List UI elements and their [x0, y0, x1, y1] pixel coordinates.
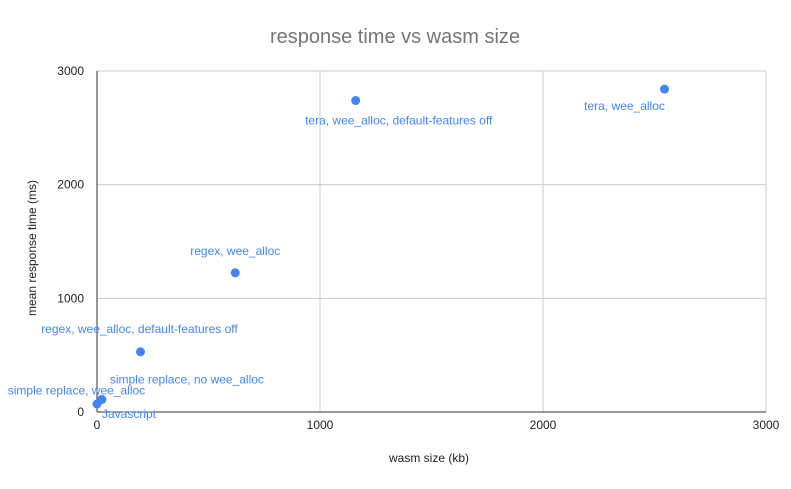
x-tick-label: 1000 — [307, 418, 334, 432]
data-point — [135, 347, 145, 357]
y-tick-label: 1000 — [57, 291, 84, 305]
y-tick-label: 2000 — [57, 178, 84, 192]
data-point — [660, 84, 670, 94]
point-label: tera, wee_alloc, default-features off — [305, 114, 493, 128]
data-point — [351, 96, 361, 106]
x-tick-label: 2000 — [530, 418, 557, 432]
point-label: regex, wee_alloc, default-features off — [41, 322, 238, 336]
point-label: Javascript — [102, 407, 157, 421]
x-axis-title: wasm size (kb) — [388, 451, 469, 465]
tick-labels: 0 1000 2000 3000 0 1000 2000 3000 — [57, 64, 779, 432]
x-tick-label: 0 — [94, 418, 101, 432]
point-label: simple replace, wee_alloc — [8, 383, 145, 397]
data-point — [230, 268, 240, 278]
chart-title: response time vs wasm size — [270, 26, 520, 48]
point-label: tera, wee_alloc — [584, 99, 665, 113]
y-tick-label: 3000 — [57, 64, 84, 78]
x-tick-label: 3000 — [753, 418, 780, 432]
data-point — [97, 394, 107, 404]
y-axis-title: mean response time (ms) — [25, 180, 39, 316]
grid-lines — [97, 70, 767, 412]
point-labels: Javascript simple replace, wee_alloc regex… — [8, 99, 665, 421]
data-points — [92, 84, 670, 409]
y-tick-label: 0 — [77, 405, 84, 419]
point-label: simple replace, no wee_alloc — [110, 372, 264, 386]
point-label: regex, wee_alloc — [190, 244, 280, 258]
axes — [96, 71, 766, 413]
